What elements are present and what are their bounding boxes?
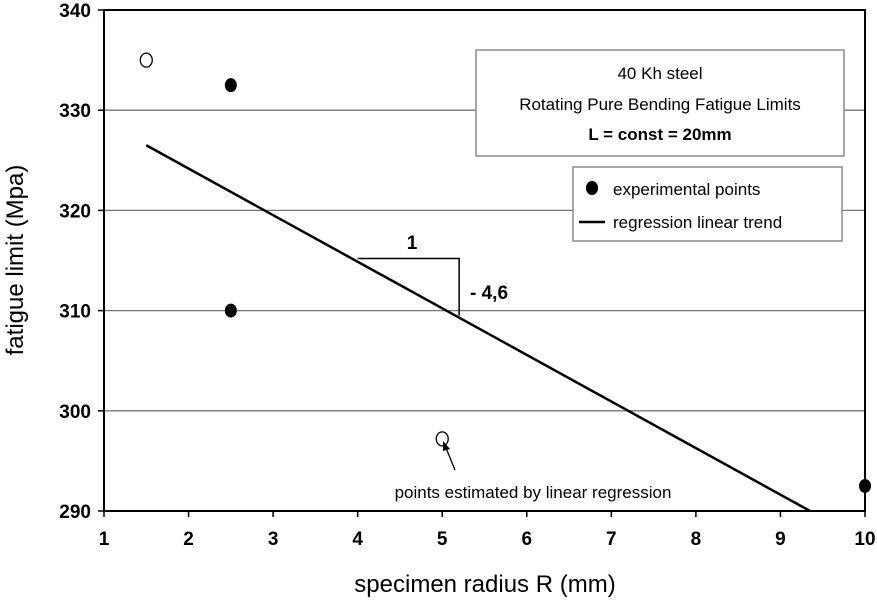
experimental-points	[224, 78, 871, 493]
x-tick-labels: 1 2 3 4 5 6 7 8 9 10	[99, 511, 876, 550]
slope-triangle	[357, 257, 460, 316]
title-line-3: L = const = 20mm	[588, 125, 731, 144]
experimental-point-0	[224, 78, 237, 93]
x-tick-label-7: 8	[691, 529, 702, 550]
legend-item-experimental: experimental points	[613, 180, 760, 199]
y-tick-label-3: 320	[59, 201, 91, 222]
x-tick-label-3: 4	[352, 529, 363, 550]
estimated-points	[139, 52, 449, 447]
regression-line	[145, 144, 811, 513]
x-tick-label-9: 10	[854, 529, 875, 550]
x-axis-label: specimen radius R (mm)	[354, 571, 615, 598]
x-tick-label-0: 1	[99, 529, 110, 550]
estimated-point-0	[139, 52, 153, 68]
note-arrow-shaft	[445, 447, 456, 471]
legend-box	[572, 166, 843, 242]
title-line-1: 40 Kh steel	[617, 64, 702, 83]
experimental-point-1	[224, 303, 237, 318]
y-tick-label-2: 310	[59, 302, 91, 323]
x-tick-label-8: 9	[775, 529, 786, 550]
x-tick-label-2: 3	[268, 529, 279, 550]
x-tick-label-1: 2	[183, 529, 194, 550]
y-tick-label-1: 300	[59, 402, 91, 423]
x-tick-label-5: 6	[521, 529, 532, 550]
y-axis-label: fatigue limit (Mpa)	[2, 165, 29, 356]
y-tick-labels: 290 300 310 320 330 340	[59, 1, 104, 523]
y-tick-label-5: 340	[59, 1, 91, 22]
y-tick-label-0: 290	[59, 502, 91, 523]
x-tick-label-6: 7	[606, 529, 617, 550]
experimental-point-2	[859, 478, 871, 493]
x-tick-label-4: 5	[437, 529, 448, 550]
note-arrow-head	[443, 441, 450, 451]
legend-item-regression: regression linear trend	[613, 213, 782, 232]
slope-run-label: 1	[407, 233, 418, 254]
estimated-point-1	[435, 431, 449, 447]
plot-frame	[103, 9, 866, 512]
estimated-note: points estimated by linear regression	[395, 483, 672, 502]
y-tick-label-4: 330	[59, 101, 91, 122]
legend-filled-marker	[586, 181, 598, 195]
title-box	[475, 49, 845, 157]
slope-rise-label: - 4,6	[470, 283, 508, 304]
title-line-2: Rotating Pure Bending Fatigue Limits	[519, 95, 801, 114]
